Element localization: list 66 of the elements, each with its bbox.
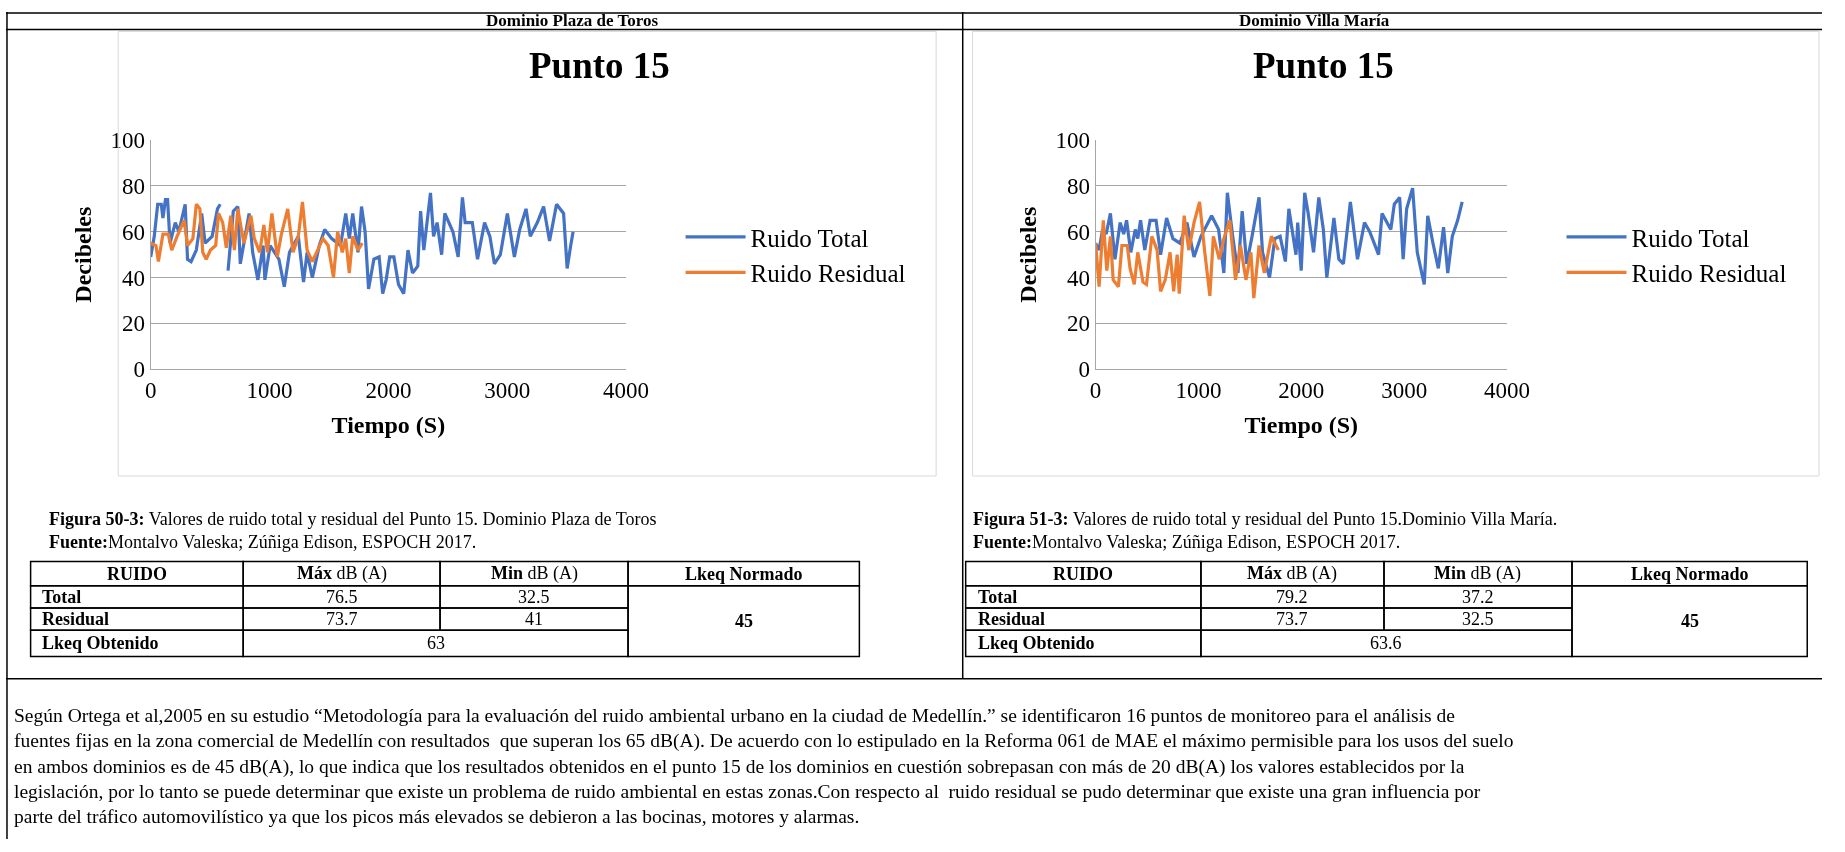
text: 73.7	[326, 609, 358, 629]
x-tick-label: 2000	[1278, 377, 1325, 403]
y-axis-title: Decibeles	[1014, 206, 1041, 303]
x-tick-label: 1000	[246, 377, 293, 403]
x-tick-label: 4000	[1484, 377, 1531, 403]
text: Residual	[978, 609, 1046, 629]
y-tick-label: 80	[1067, 174, 1090, 199]
text: Total	[978, 587, 1018, 607]
text: Dominio Villa María	[1239, 11, 1390, 30]
legend-label: Ruido Residual	[1631, 260, 1787, 288]
line-series	[1095, 186, 1464, 287]
text: Min dB (A)	[491, 563, 579, 584]
chart-title: Punto 15	[1253, 45, 1394, 86]
line-series	[150, 200, 364, 280]
text: Figura 50-3: Valores de ruido total y residual del Punto 15. Dominio Plaza de Toros	[49, 509, 657, 529]
x-tick-label: 2000	[365, 377, 412, 403]
text: Máx dB (A)	[1247, 563, 1337, 584]
x-axis-title: Tiempo (S)	[331, 412, 446, 439]
text: Dominio Plaza de Toros	[486, 11, 659, 30]
text: RUIDO	[107, 564, 168, 584]
text: 45	[1681, 611, 1699, 631]
text: 63.6	[1370, 633, 1402, 653]
text: Residual	[42, 609, 110, 629]
text: RUIDO	[1053, 564, 1114, 584]
text: Total	[42, 587, 82, 607]
text: Figura 51-3: Valores de ruido total y residual del Punto 15.Dominio Villa María.	[973, 509, 1558, 529]
y-tick-label: 20	[122, 311, 146, 337]
text: Min dB (A)	[1434, 563, 1522, 584]
x-tick-label: 3000	[1381, 377, 1428, 403]
x-axis-title: Tiempo (S)	[1244, 412, 1359, 439]
y-axis-title: Decibeles	[69, 206, 96, 303]
text: 37.2	[1462, 587, 1494, 607]
text: 45	[735, 611, 753, 631]
text: 73.7	[1276, 609, 1308, 629]
text: 63	[427, 633, 445, 653]
text: Lkeq Obtenido	[978, 633, 1095, 653]
text: Lkeq Obtenido	[42, 633, 159, 653]
y-tick-label: 100	[110, 128, 146, 154]
x-tick-label: 3000	[484, 377, 531, 403]
x-tick-label: 4000	[603, 377, 650, 403]
text: 32.5	[1462, 609, 1494, 629]
legend-label: Ruido Total	[1631, 224, 1750, 252]
source-note: Fuente:Montalvo Valeska; Zúñiga Edison, ESPOCH 2017.	[973, 532, 1401, 552]
y-tick-label: 80	[122, 174, 146, 199]
y-tick-label: 0	[1078, 357, 1090, 383]
y-tick-label: 20	[1067, 311, 1090, 337]
source-note: Fuente:Montalvo Valeska; Zúñiga Edison, ESPOCH 2017.	[49, 532, 477, 552]
chart-title: Punto 15	[529, 45, 670, 86]
y-tick-label: 100	[1055, 128, 1090, 154]
text: Máx dB (A)	[297, 563, 387, 584]
y-tick-label: 40	[122, 265, 146, 291]
text: Lkeq Normado	[685, 564, 803, 584]
text: Lkeq Normado	[1631, 564, 1749, 584]
x-tick-label: 1000	[1175, 377, 1222, 403]
legend-label: Ruido Total	[750, 224, 869, 252]
y-tick-label: 0	[133, 357, 146, 383]
y-tick-label: 60	[1067, 219, 1090, 245]
text: 32.5	[518, 587, 550, 607]
text: Según Ortega et al,2005 en su estudio “Metodología para la evaluación del ruido ambiental urbano en la ciudad de Medellín.” se identificaron 16 puntos de monitoreo para el análisis de fuentes fijas en la zona comercial de Medellín con resultados que superan los 65 dB(A). De acuerdo con lo estipulado en la Reforma 061 de MAE el máximo permisible para los usos del suelo en ambos dominios es de 45 dB(A), lo que indica que los resultados obtenidos en el punto 15 de los dominios en cuestión sobrepasan con más de 20 dB(A) los valores establecidos por la legislación, por lo tanto se puede determinar que existe un problema de ruido ambiental en estas zonas.Con respecto al ruido residual se pudo determinar que existe una gran influencia por parte del tráfico automovilístico ya que los picos más elevados se debieron a las bocinas, motores y alarmas.	[14, 705, 1514, 828]
text: 79.2	[1276, 587, 1308, 607]
text: 41	[525, 609, 543, 629]
y-tick-label: 60	[122, 219, 146, 245]
y-tick-label: 40	[1067, 265, 1090, 291]
text: 76.5	[326, 587, 358, 607]
legend-label: Ruido Residual	[750, 260, 906, 288]
line-series	[1095, 200, 1280, 300]
